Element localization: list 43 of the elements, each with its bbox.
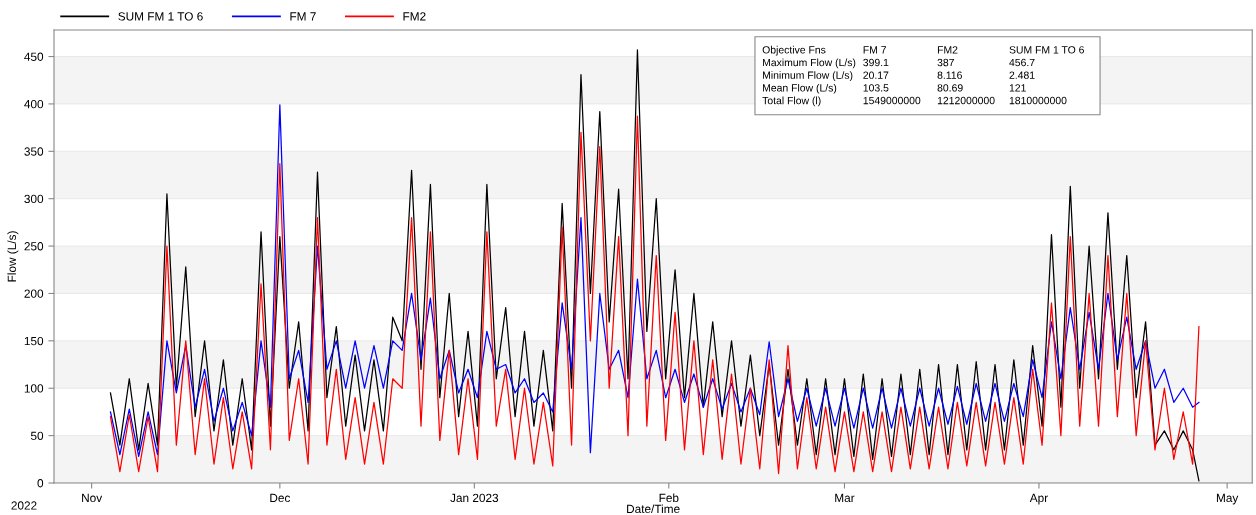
legend-label: SUM FM 1 TO 6: [118, 12, 203, 21]
annotation: 387: [937, 58, 954, 67]
x-tick-label: Nov: [82, 493, 103, 503]
annotation: Minimum Flow (L/s): [763, 71, 853, 81]
y-tick-label: 400: [24, 99, 44, 109]
annotation: Mean Flow (L/s): [763, 83, 837, 94]
y-tick-label: 300: [24, 194, 44, 204]
y-tick-label: 0: [37, 479, 44, 488]
annotation: 121: [1009, 84, 1026, 92]
annotation: 1549000000: [863, 96, 921, 105]
y-tick-label: 150: [24, 336, 44, 346]
y-tick-label: 250: [24, 242, 44, 251]
annotation: Objective Fns: [762, 45, 826, 56]
annotation: 1212000000: [937, 96, 995, 105]
y-axis-title: Flow (L/s): [7, 231, 19, 282]
x-tick-label: May: [1216, 493, 1239, 505]
y-tick-label: 450: [24, 52, 44, 61]
annotation: 1810000000: [1009, 96, 1067, 105]
annotation: SUM FM 1 TO 6: [1009, 46, 1084, 54]
y-tick-label: 350: [24, 147, 44, 156]
y-tick-label: 50: [30, 431, 44, 441]
annotation: 103.5: [863, 84, 889, 92]
annotation: 2.481: [1009, 71, 1035, 79]
x-tick-label: Apr: [1029, 493, 1048, 505]
x-axis-title: Date/Time: [627, 504, 680, 514]
legend-label: FM2: [403, 12, 426, 21]
annotation: 8.116: [937, 71, 962, 79]
annotation: 456.7: [1009, 58, 1035, 67]
legend-label: FM 7: [290, 12, 316, 21]
annotation: Maximum Flow (L/s): [763, 58, 856, 69]
annotation: FM2: [937, 46, 958, 54]
x-tick-label: Jan 2023: [450, 493, 499, 503]
y-tick-label: 100: [24, 384, 44, 393]
x-tick-label: Mar: [835, 493, 855, 503]
annotation: FM 7: [863, 46, 887, 54]
text: 2022: [11, 501, 37, 510]
y-tick-label: 200: [24, 289, 44, 298]
annotation: Total Flow (l): [762, 96, 821, 107]
annotation: 20.17: [863, 71, 889, 79]
x-tick-label: Dec: [270, 493, 291, 503]
annotation: 80.69: [937, 84, 963, 92]
x-tick-label: Feb: [659, 493, 679, 503]
annotation: 399.1: [863, 58, 889, 67]
